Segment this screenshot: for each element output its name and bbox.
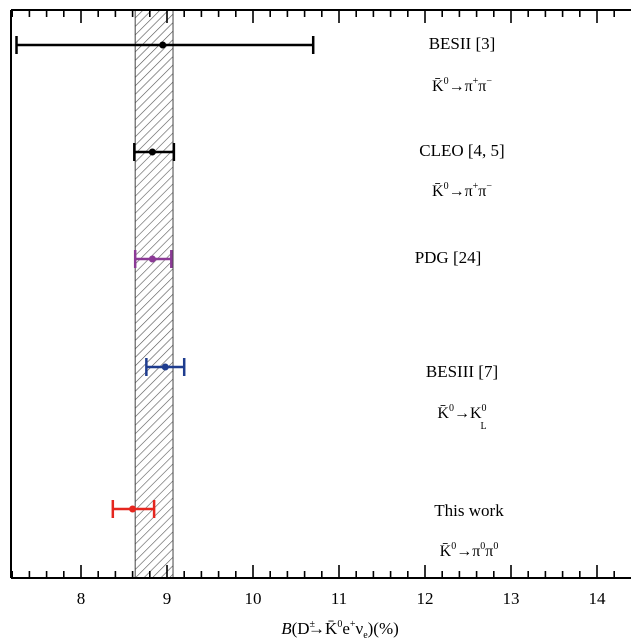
measurement-label: BESII [3]: [429, 34, 496, 53]
measurement-label: CLEO [4, 5]: [419, 141, 504, 160]
decay-channel-label: K̄0→π+π−: [432, 76, 492, 95]
measurement-4: [111, 500, 156, 518]
decay-channel-label: K̄0→π0π0: [440, 541, 499, 560]
axes: 8 9 10 11 12 13 14: [10, 9, 631, 608]
x-tick-label: 13: [503, 589, 520, 608]
x-axis-title: B(D±→K̄0e+νe)(%): [281, 619, 399, 641]
measurement-label: BESIII [7]: [426, 362, 498, 381]
data-point: [148, 255, 156, 263]
measurement-1: [133, 143, 176, 161]
average-band: [134, 10, 174, 578]
measurement-label: This work: [434, 501, 504, 520]
x-tick-label: 14: [589, 589, 607, 608]
measurement-label: PDG [24]: [415, 248, 482, 267]
measurement-2: [133, 250, 173, 268]
data-point: [129, 505, 137, 513]
decay-channel-label: K̄0→π+π−: [432, 181, 492, 200]
band-fill: [135, 10, 174, 578]
data-point: [148, 148, 156, 156]
decay-channel-label: K̄0→K0 L: [437, 403, 486, 432]
x-tick-label: 10: [245, 589, 262, 608]
data-point: [161, 363, 169, 371]
measurements: [15, 36, 315, 518]
x-tick-label: 9: [163, 589, 172, 608]
x-tick-label: 8: [77, 589, 86, 608]
measurement-labels: BESII [3] K̄0→π+π− CLEO [4, 5] K̄0→π+π− PDG …: [415, 34, 505, 560]
measurement-0: [15, 36, 315, 54]
x-tick-label: 12: [417, 589, 434, 608]
data-point: [159, 41, 167, 49]
x-tick-label: 11: [331, 589, 347, 608]
measurement-3: [145, 358, 186, 376]
